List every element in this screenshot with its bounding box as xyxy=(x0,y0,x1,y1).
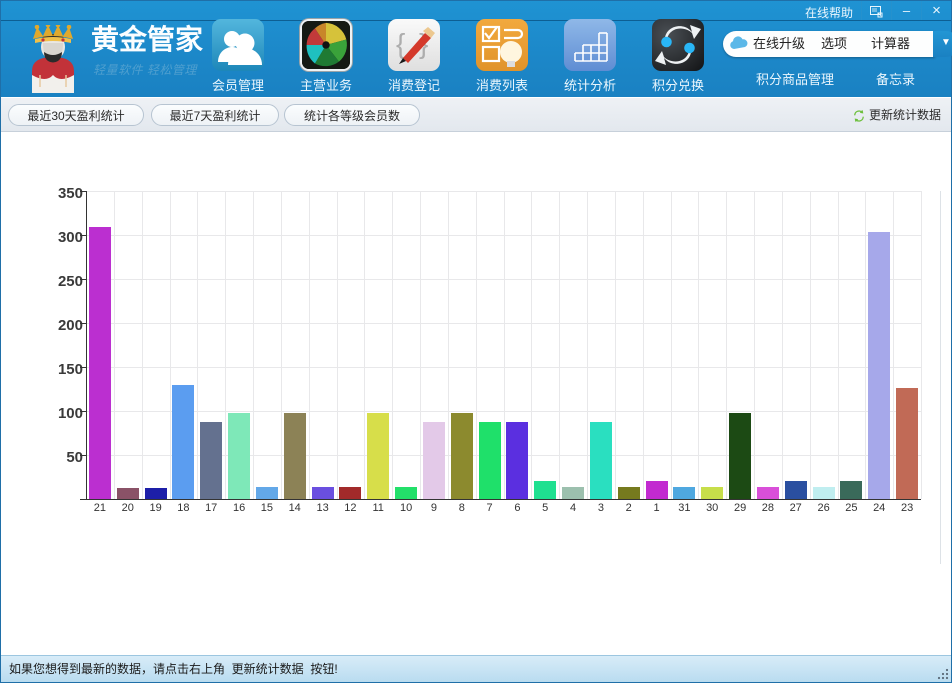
svg-text:{: { xyxy=(396,28,405,59)
